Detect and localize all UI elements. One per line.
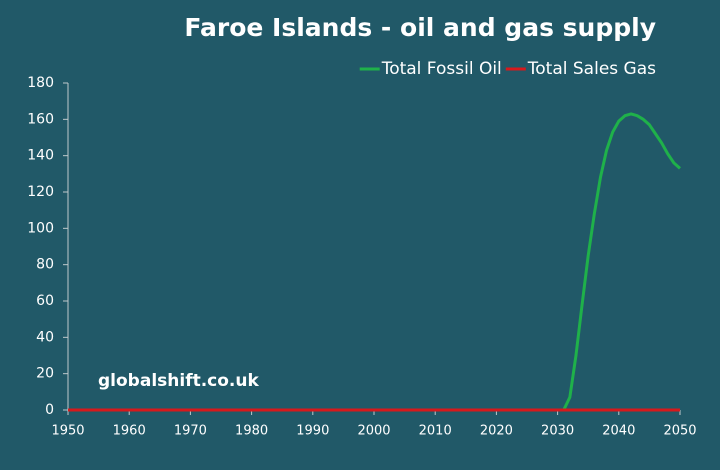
x-tick-label: 2040 [602,424,635,439]
x-tick-label: 2050 [663,424,696,439]
legend-label: Total Sales Gas [527,59,656,79]
y-tick-label: 80 [36,257,54,273]
y-tick-label: 120 [27,184,54,200]
y-tick-label: 20 [36,366,54,382]
y-tick-label: 180 [27,75,54,91]
x-tick-label: 1980 [235,424,268,439]
x-tick-label: 2000 [357,424,390,439]
x-tick-label: 2030 [541,424,574,439]
watermark: globalshift.co.uk [98,371,259,391]
x-tick-label: 1990 [296,424,329,439]
x-tick-label: 1970 [174,424,207,439]
x-tick-label: 1960 [113,424,146,439]
data-line [68,112,681,412]
y-tick-label: 100 [27,220,54,236]
x-tick-label: 2010 [419,424,452,439]
y-tick-label: 60 [36,293,54,309]
y-tick-label: 140 [27,148,54,164]
y-tick-label: 40 [36,329,54,345]
x-tick-label: 1950 [51,424,84,439]
legend-label: Total Fossil Oil [381,59,502,79]
y-tick-label: 0 [45,402,54,418]
x-tick-label: 2020 [480,424,513,439]
chart-title: Faroe Islands - oil and gas supply [184,13,656,42]
y-tick-label: 160 [27,111,54,127]
